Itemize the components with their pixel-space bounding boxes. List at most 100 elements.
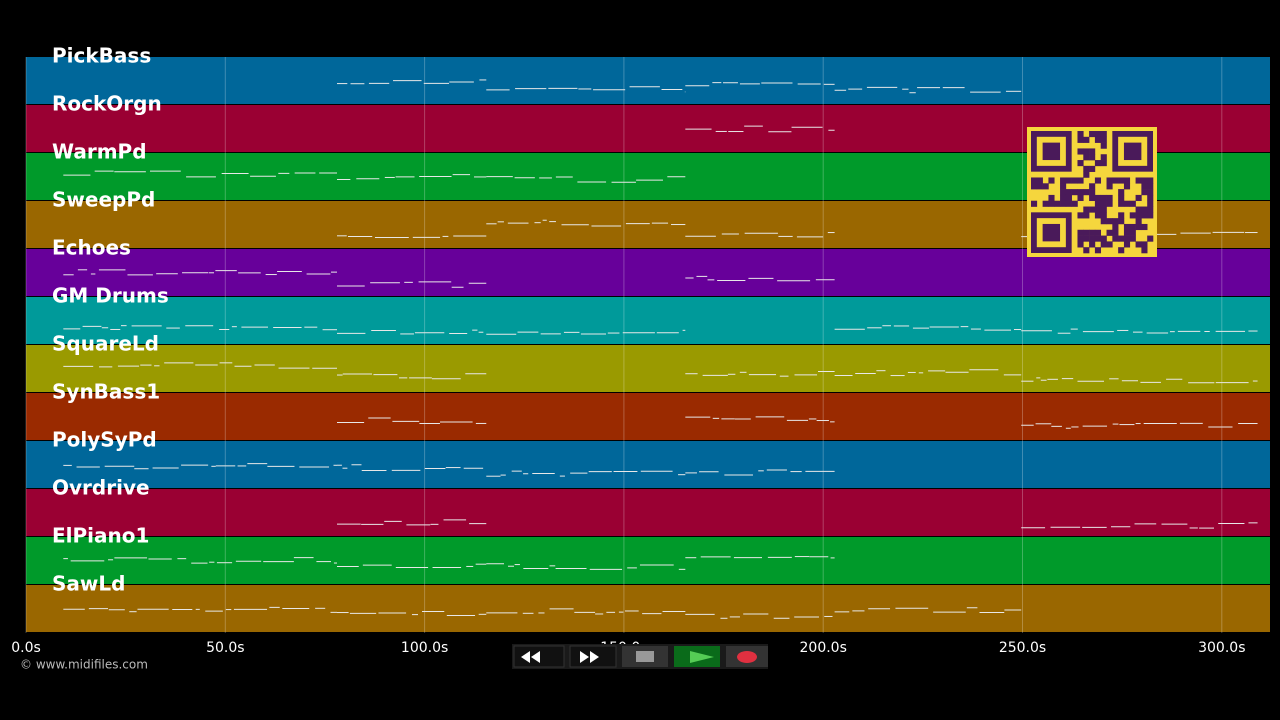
qr-module <box>1089 165 1096 172</box>
qr-module <box>1089 235 1096 242</box>
qr-module <box>1147 177 1154 184</box>
qr-module <box>1031 177 1038 184</box>
qr-module <box>1129 212 1136 219</box>
qr-module <box>1083 229 1090 236</box>
qr-module <box>1141 206 1148 213</box>
qr-module <box>1083 136 1090 143</box>
qr-module <box>1147 235 1154 242</box>
qr-module <box>1065 194 1072 202</box>
qr-module <box>1094 160 1102 167</box>
qr-module <box>1060 183 1067 190</box>
qr-module <box>1077 136 1084 143</box>
qr-module <box>1071 189 1078 196</box>
qr-module <box>1083 206 1090 213</box>
qr-module <box>1060 200 1067 207</box>
track-band <box>26 297 1270 344</box>
qr-module <box>1089 189 1096 196</box>
track-name: SquareLd <box>52 332 159 356</box>
qr-module <box>1106 218 1113 225</box>
qr-module <box>1100 194 1107 202</box>
qr-module <box>1100 131 1107 138</box>
tick-label: 250.0s <box>999 640 1046 656</box>
qr-module <box>1083 247 1090 254</box>
qr-module <box>1077 235 1084 242</box>
qr-finder <box>1042 223 1061 242</box>
track-name: Ovrdrive <box>52 476 150 500</box>
qr-module <box>1100 142 1107 149</box>
qr-module <box>1060 177 1067 184</box>
qr-module <box>1083 171 1090 178</box>
qr-module <box>1118 200 1125 207</box>
track-name: SweepPd <box>52 188 155 212</box>
qr-module <box>1123 183 1131 190</box>
qr-module <box>1141 183 1148 190</box>
qr-module <box>1129 229 1136 236</box>
forward-button[interactable] <box>569 645 617 668</box>
qr-module <box>1089 229 1096 236</box>
qr-module <box>1089 131 1096 138</box>
qr-finder <box>1042 142 1061 161</box>
qr-module <box>1123 177 1131 184</box>
qr-module <box>1118 218 1125 225</box>
track-name: SawLd <box>52 572 125 596</box>
qr-module <box>1042 200 1049 207</box>
qr-module <box>1118 247 1125 254</box>
qr-module <box>1083 148 1090 155</box>
qr-module <box>1112 218 1119 225</box>
tick-label: 300.0s <box>1198 640 1245 656</box>
track-name: PickBass <box>52 44 151 68</box>
qr-module <box>1094 200 1102 207</box>
qr-module <box>1129 223 1136 231</box>
record-button[interactable] <box>726 646 768 667</box>
qr-module <box>1083 235 1090 242</box>
qr-module <box>1094 247 1102 254</box>
qr-module <box>1135 194 1142 202</box>
qr-module <box>1089 154 1096 161</box>
qr-module <box>1112 177 1119 184</box>
qr-module <box>1106 194 1113 202</box>
qr-module <box>1100 136 1107 143</box>
qr-module <box>1071 200 1078 207</box>
qr-module <box>1094 229 1102 236</box>
qr-module <box>1094 136 1102 143</box>
qr-module <box>1123 241 1131 248</box>
qr-module <box>1100 160 1107 167</box>
tick-label: 0.0s <box>11 640 41 656</box>
qr-module <box>1089 148 1096 155</box>
play-button[interactable] <box>674 646 720 667</box>
qr-module <box>1100 241 1107 248</box>
track-band <box>26 537 1270 584</box>
stop-button[interactable] <box>622 646 668 667</box>
qr-module <box>1031 183 1038 190</box>
qr-module <box>1077 148 1084 155</box>
qr-module <box>1118 177 1125 184</box>
tick-label: 200.0s <box>800 640 847 656</box>
qr-module <box>1094 235 1102 242</box>
qr-module <box>1100 235 1107 242</box>
qr-module <box>1135 241 1142 248</box>
qr-module <box>1135 223 1142 231</box>
qr-module <box>1077 194 1084 202</box>
track-band <box>26 393 1270 440</box>
qr-module <box>1060 194 1067 202</box>
qr-module <box>1135 212 1142 219</box>
track-name: PolySyPd <box>52 428 157 452</box>
credit: © www.midifiles.com <box>20 658 148 672</box>
qr-module <box>1089 206 1096 213</box>
qr-module <box>1036 183 1043 190</box>
qr-module <box>1106 200 1113 207</box>
qr-module <box>1094 206 1102 213</box>
qr-module <box>1083 165 1090 172</box>
qr-module <box>1077 229 1084 236</box>
rewind-button[interactable] <box>513 645 565 668</box>
qr-module <box>1112 223 1119 231</box>
track-band <box>26 345 1270 392</box>
qr-module <box>1077 212 1084 219</box>
qr-module <box>1094 131 1102 138</box>
qr-module <box>1123 223 1131 231</box>
qr-module <box>1129 200 1136 207</box>
qr-module <box>1123 200 1131 207</box>
qr-module <box>1077 177 1084 184</box>
qr-module <box>1141 177 1148 184</box>
